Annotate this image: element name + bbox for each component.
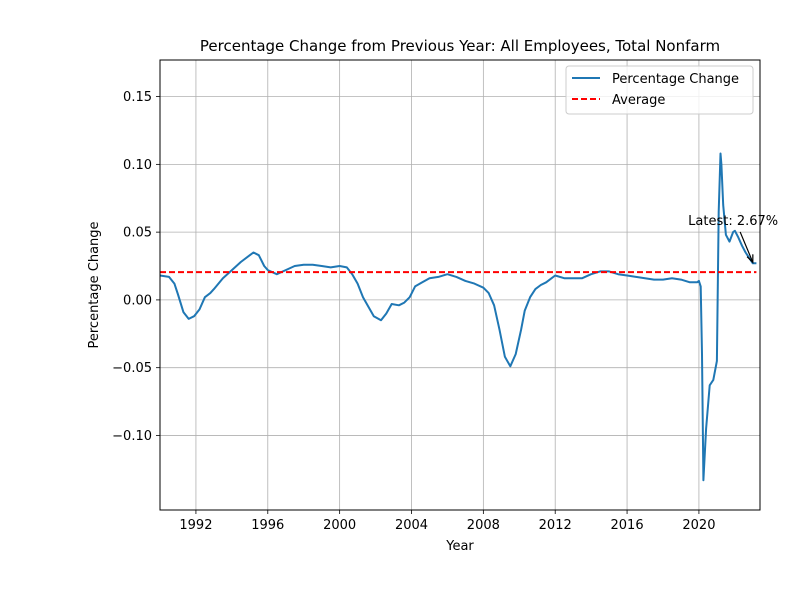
x-tick-label: 1992 [179,518,212,533]
legend: Percentage Change Average [565,65,754,115]
annotation-arrowhead [746,254,754,264]
axis-ticks: 1992 1996 2000 2004 2008 2012 2016 2020 0.15 0.10… [112,90,715,533]
plot-frame [159,59,761,511]
y-axis-label: Percentage Change [87,221,102,348]
annotation-arrow [739,231,754,263]
latest-annotation-text: Latest: 2.67% [688,214,778,229]
x-tick-label: 2012 [539,518,572,533]
y-tick-label: 0.00 [123,293,152,308]
chart-title: Percentage Change from Previous Year: Al… [200,37,720,55]
y-tick-label: 0.05 [123,226,152,241]
x-tick-label: 2008 [467,518,500,533]
x-tick-label: 2016 [611,518,644,533]
x-tick-label: 2000 [323,518,356,533]
legend-label-percentage-change: Percentage Change [612,72,739,87]
x-tick-label: 2020 [682,518,715,533]
plot-area [160,60,760,510]
x-tick-label: 2004 [395,518,428,533]
series-layer [159,152,757,482]
grid [160,60,760,510]
legend-box [565,65,754,115]
x-tick-label: 1996 [251,518,284,533]
y-tick-label: −0.05 [112,361,152,376]
legend-label-average: Average [612,93,665,108]
y-tick-label: 0.15 [123,90,152,105]
y-tick-label: 0.10 [123,158,152,173]
series-line-percentage-change [159,152,757,482]
x-axis-label: Year [445,539,474,554]
annotation-layer: Latest: 2.67% [688,214,778,264]
y-tick-label: −0.10 [112,429,152,444]
